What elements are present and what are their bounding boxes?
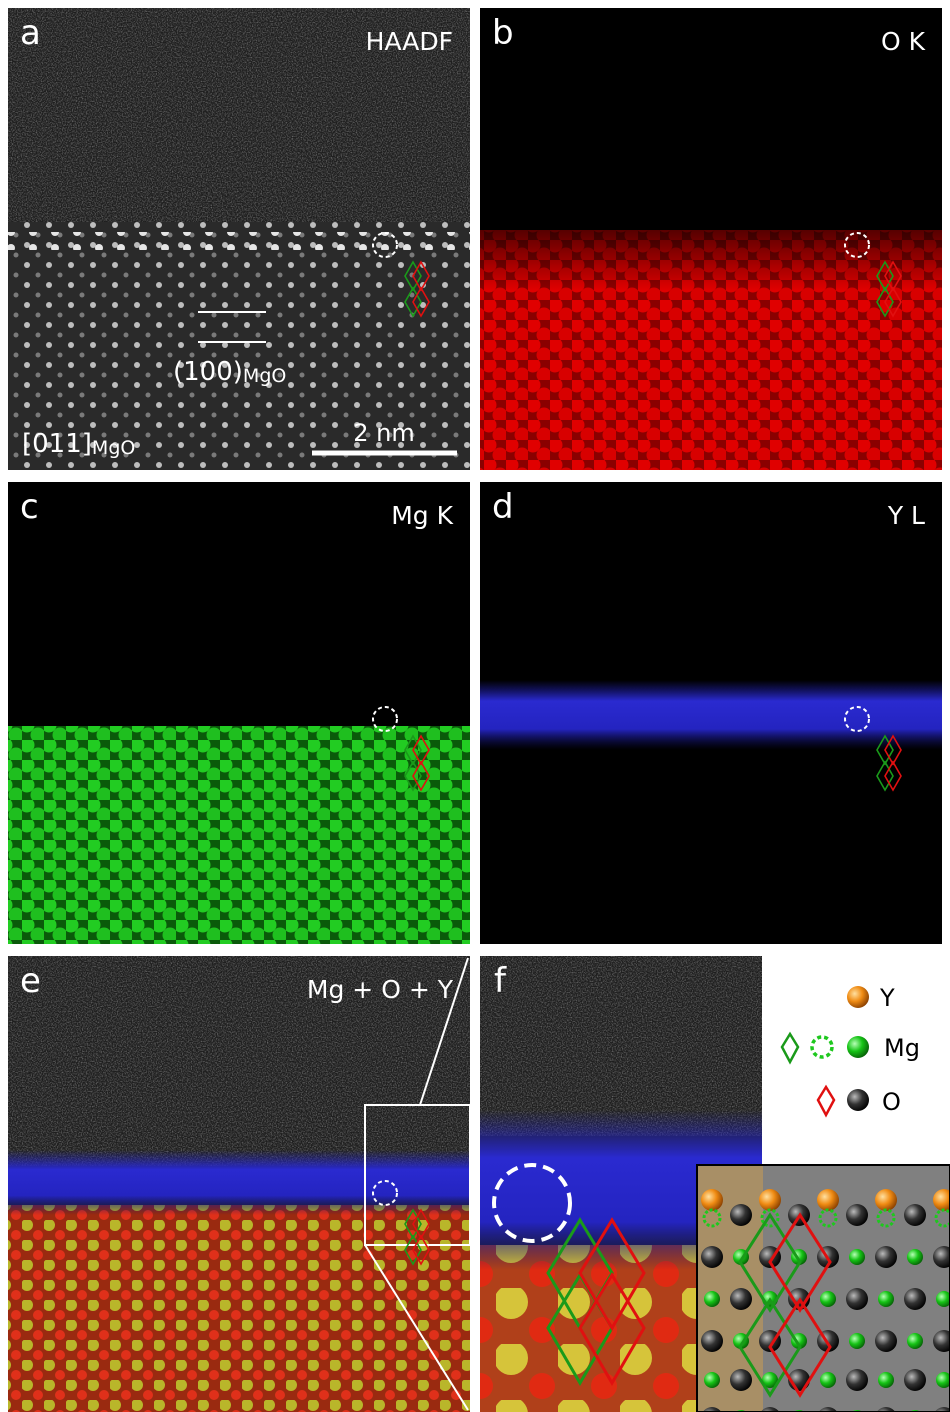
panel-f: Y Mg O (480, 956, 950, 1412)
atom-o (846, 1204, 868, 1226)
panel-letter: d (492, 487, 514, 527)
legend-label: Y (879, 984, 895, 1012)
panel-letter: c (20, 487, 39, 527)
atom-o (875, 1246, 897, 1268)
panel-e (8, 956, 470, 1412)
legend-label: Mg (884, 1034, 920, 1062)
atom-mg (849, 1333, 865, 1349)
panel-letter: e (20, 961, 41, 1001)
atom-mg (878, 1291, 894, 1307)
atom-mg (704, 1372, 720, 1388)
atom-mg (704, 1291, 720, 1307)
panel-label: O K (881, 27, 926, 56)
atom-mg (820, 1372, 836, 1388)
atom-mg (820, 1291, 836, 1307)
atom-mg (849, 1249, 865, 1265)
atom-o (730, 1204, 752, 1226)
atom-o (846, 1369, 868, 1391)
atom-mg (878, 1372, 894, 1388)
atom-o (701, 1246, 723, 1268)
atom-y (701, 1189, 723, 1211)
atom-o (846, 1288, 868, 1310)
panel-label: Y L (887, 501, 925, 530)
panel-letter: f (494, 961, 507, 1001)
panel-c (8, 482, 470, 944)
atom-mg (907, 1249, 923, 1265)
model-inset (697, 1165, 950, 1412)
panel-a: (100)MgO [011]MgO 2 nm (8, 8, 470, 470)
panel-letter: b (492, 13, 514, 53)
figure: (100)MgO [011]MgO 2 nm (0, 0, 950, 1412)
panel-label: Mg + O + Y (307, 975, 454, 1004)
atom-o (701, 1330, 723, 1352)
atom-o (730, 1369, 752, 1391)
panel-label: HAADF (366, 27, 453, 56)
legend-label: O (882, 1088, 901, 1116)
atom-o (904, 1204, 926, 1226)
panel-letter: a (20, 13, 41, 53)
atom-o (904, 1369, 926, 1391)
panel-label: Mg K (391, 501, 453, 530)
panel-d (480, 482, 942, 944)
atom-y (875, 1189, 897, 1211)
panel-b (480, 8, 942, 470)
atom-o (730, 1288, 752, 1310)
atom-y (759, 1189, 781, 1211)
atom-o (875, 1330, 897, 1352)
atom-y (817, 1189, 839, 1211)
atom-mg (907, 1333, 923, 1349)
scale-bar-label: 2 nm (353, 419, 415, 447)
atom-o (904, 1288, 926, 1310)
